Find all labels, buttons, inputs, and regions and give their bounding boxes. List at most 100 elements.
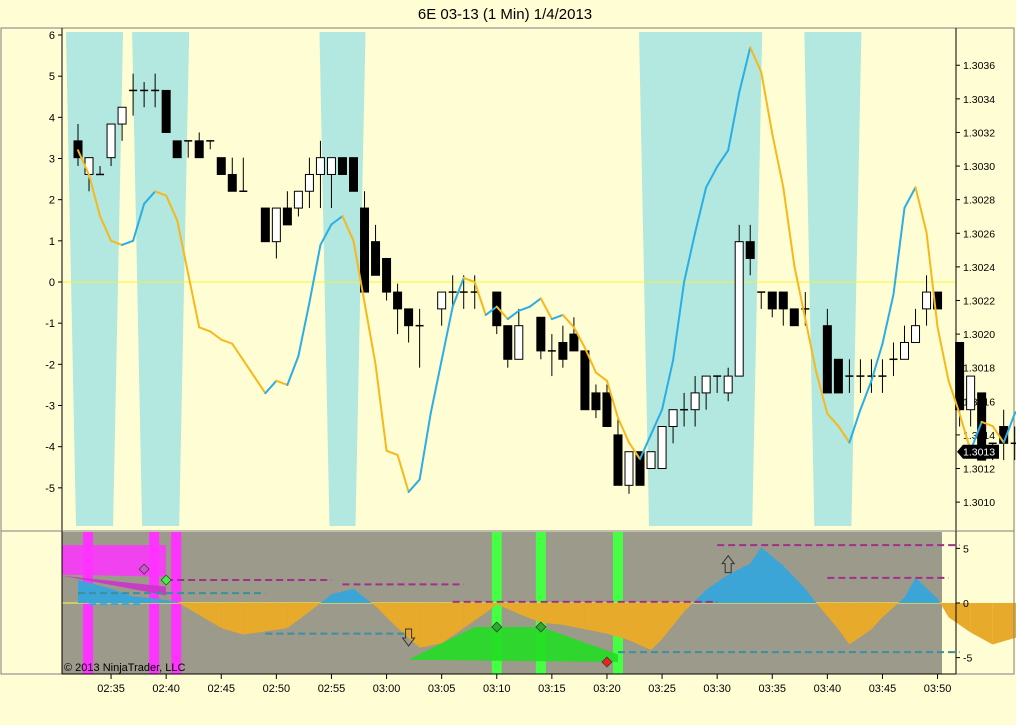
right-tick-label: 1.3010 — [963, 497, 995, 509]
candle-down — [73, 140, 83, 159]
lower-area-negative — [540, 603, 563, 625]
lower-area-negative — [221, 603, 244, 635]
oscillator-segment — [1002, 412, 1016, 444]
lower-area-negative — [662, 603, 685, 640]
candle-down — [503, 325, 513, 360]
lower-area-negative — [441, 603, 464, 644]
oscillator-segment — [517, 305, 531, 312]
oscillator-segment — [264, 379, 278, 395]
oscillator-segment — [451, 276, 465, 308]
oscillator-segment — [605, 379, 619, 419]
oscillator-segment — [484, 305, 498, 316]
right-tick-label: 1.3024 — [963, 262, 995, 274]
lower-area-negative — [871, 603, 883, 630]
lower-area-negative — [179, 603, 200, 616]
oscillator-segment — [330, 215, 344, 226]
lower-overlays — [62, 544, 960, 668]
lower-area-negative — [629, 603, 652, 650]
oscillator-segment — [253, 375, 267, 395]
candle-down — [591, 392, 601, 411]
candle-down — [371, 241, 381, 276]
lower-tick-label: 5 — [963, 543, 969, 555]
right-tick-label: 1.3036 — [963, 60, 995, 72]
lower-area-positive — [155, 598, 178, 603]
lower-area-negative — [849, 603, 872, 645]
candle-up — [84, 157, 94, 175]
time-tick-label: 03:35 — [758, 683, 786, 695]
left-tick-label: -1 — [45, 318, 55, 330]
oscillator-segment — [187, 272, 201, 329]
magenta-wedge — [62, 575, 166, 596]
oscillator-segment — [859, 379, 873, 411]
oscillator-segment — [462, 276, 476, 283]
oscillator-segment — [583, 346, 597, 374]
oscillator-segment — [429, 359, 443, 415]
lower-area-negative — [397, 603, 420, 648]
time-tick-label: 02:35 — [97, 683, 125, 695]
right-axis: 1.3036 1.3034 1.3032 1.3030 1.3028 1.3026 1.30… — [956, 60, 995, 509]
candle-down — [580, 350, 590, 411]
oscillator-segment — [385, 449, 399, 456]
oscillator-segment — [198, 326, 212, 333]
oscillator-segment — [154, 190, 168, 197]
cyan-band-3 — [639, 32, 763, 526]
lower-area-negative — [243, 603, 266, 635]
oscillator-segment — [672, 281, 686, 362]
candle-up — [668, 409, 678, 428]
candle-down — [602, 392, 612, 428]
lower-area-negative — [948, 603, 971, 633]
lower-area-positive — [750, 547, 762, 603]
time-tick-label: 03:00 — [373, 683, 401, 695]
upper-bands — [66, 32, 862, 526]
candle-down — [789, 308, 799, 327]
current-price-badge: 1.3013 — [957, 444, 999, 459]
lower-area-positive — [805, 588, 817, 603]
lower-area-positive — [692, 589, 707, 603]
lower-area-negative — [199, 603, 222, 629]
oscillator-segment — [319, 223, 333, 246]
lower-area-positive — [133, 596, 156, 603]
cyan-band-4 — [804, 32, 862, 526]
green-diamond — [535, 621, 547, 633]
candle-down — [745, 241, 755, 259]
copyright-text: © 2013 NinjaTrader, LLC — [64, 662, 185, 674]
left-tick-label: 6 — [49, 30, 55, 42]
oscillator-segment — [903, 186, 917, 209]
time-tick-label: 02:45 — [207, 683, 235, 695]
lower-tick-label: 0 — [963, 598, 969, 610]
cyan-band-0 — [66, 32, 124, 526]
right-tick-label: 1.3018 — [963, 363, 995, 375]
lower-right-axis: 5 0 -5 — [956, 543, 972, 665]
lower-area-negative — [419, 603, 442, 648]
lower-area-negative — [606, 603, 629, 641]
oscillator-segment — [506, 309, 520, 321]
right-tick-label: 1.3012 — [963, 464, 995, 476]
right-tick-label: 1.3026 — [963, 228, 995, 240]
oscillator-segment — [870, 342, 884, 382]
candle-down — [767, 291, 777, 310]
oscillator-segment — [220, 338, 234, 345]
oscillator-segment — [683, 231, 697, 283]
lower-area-negative — [463, 603, 486, 629]
oscillator-segment — [396, 453, 410, 493]
oscillator-segment — [110, 239, 124, 246]
candle-down — [778, 291, 788, 310]
up-arrow-icon — [721, 554, 736, 574]
candle-up — [966, 375, 976, 411]
lower-area-positive — [706, 574, 729, 603]
oscillator-segment — [231, 342, 245, 362]
oscillator-segment — [561, 313, 575, 329]
oscillator-segment — [99, 215, 113, 242]
green-zone — [408, 627, 618, 662]
lower-area-negative — [992, 603, 1015, 645]
candle-down — [393, 291, 403, 310]
lower-area-negative — [651, 603, 663, 650]
candle-down — [337, 157, 347, 175]
oscillator-segment — [980, 420, 994, 428]
candle-up — [293, 190, 303, 209]
candle-down — [227, 173, 237, 192]
oscillator-segment — [572, 326, 586, 349]
right-tick-label: 1.3030 — [963, 161, 995, 173]
right-tick-label: 1.3022 — [963, 295, 995, 307]
